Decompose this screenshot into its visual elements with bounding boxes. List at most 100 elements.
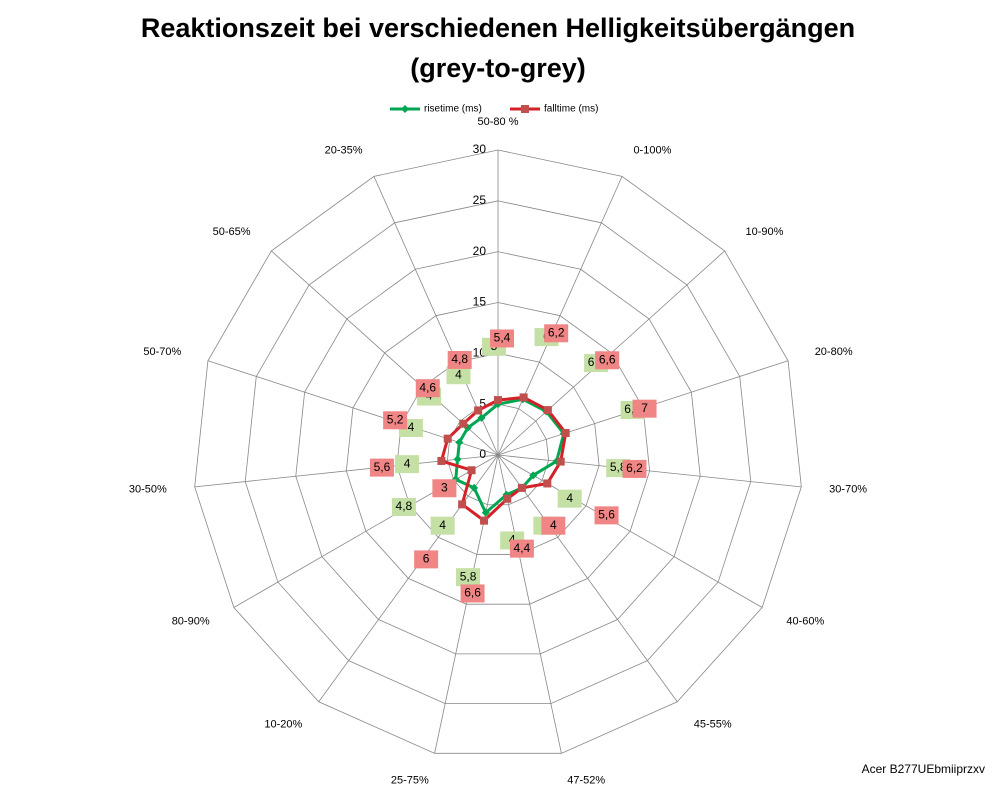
label-box — [447, 350, 472, 369]
category-label: 50-65% — [213, 226, 251, 238]
category-label: 25-75% — [391, 775, 429, 786]
y-tick-label: 5 — [479, 396, 486, 410]
spoke — [497, 454, 678, 702]
category-label: 30-50% — [129, 484, 167, 496]
point — [529, 471, 538, 480]
point — [494, 396, 502, 405]
data-label: 4 — [439, 518, 446, 532]
label-box — [369, 458, 394, 477]
point — [543, 479, 552, 488]
spoke — [497, 454, 763, 608]
spoke — [497, 454, 802, 488]
data-label: 4 — [550, 518, 557, 532]
point — [437, 456, 446, 465]
y-tick-label: 15 — [473, 295, 487, 309]
point — [443, 434, 452, 443]
point — [517, 483, 526, 492]
category-label: 20-80% — [815, 346, 853, 358]
label-box — [544, 324, 569, 343]
point — [503, 494, 512, 503]
spoke — [434, 454, 499, 754]
category-label: 30-70% — [829, 484, 867, 496]
data-label: 4 — [408, 420, 415, 434]
data-label: 5,4 — [494, 331, 511, 345]
y-tick-label: 30 — [473, 142, 487, 156]
data-label: 4 — [566, 491, 573, 505]
label-box — [557, 489, 582, 508]
label-box — [415, 379, 440, 398]
chart-title: (grey-to-grey) — [410, 53, 586, 83]
footnote: Acer B277UEbmiiprzxv — [862, 762, 985, 776]
data-label: 3 — [441, 480, 448, 494]
point — [519, 393, 528, 402]
category-label: 40-60% — [786, 615, 824, 627]
label-box — [509, 539, 534, 558]
data-label: 4,8 — [396, 499, 413, 513]
data-label: 6,6 — [599, 352, 616, 366]
data-label: 5,8 — [460, 569, 477, 583]
category-label: 50-70% — [143, 346, 181, 358]
point — [453, 455, 462, 464]
legend-marker — [401, 105, 409, 113]
legend-label: risetime (ms) — [424, 104, 482, 115]
label-box — [632, 399, 657, 418]
y-tick-label: 20 — [473, 244, 487, 258]
data-label: 4 — [404, 456, 411, 470]
point — [459, 419, 468, 428]
data-label: 4,8 — [451, 352, 468, 366]
category-label: 45-55% — [694, 718, 732, 730]
grid-ring — [345, 302, 651, 605]
label-box — [456, 568, 481, 587]
point — [477, 413, 486, 422]
label-box — [446, 366, 471, 385]
data-label: 6,6 — [464, 586, 481, 600]
data-label: 7 — [641, 401, 648, 415]
point — [458, 500, 467, 509]
label-box — [432, 479, 457, 498]
grid-ring — [295, 251, 701, 655]
spoke — [194, 454, 499, 488]
data-label: 5,6 — [598, 508, 615, 522]
point — [455, 438, 464, 447]
category-label: 0-100% — [633, 145, 671, 157]
data-label: 6,2 — [626, 461, 643, 475]
label-box — [490, 329, 514, 348]
category-label: 10-90% — [745, 226, 783, 238]
category-label: 80-90% — [172, 615, 210, 627]
data-label: 4,4 — [514, 541, 531, 555]
legend-label: falltime (ms) — [544, 104, 598, 115]
data-label: 5,2 — [387, 412, 404, 426]
data-label: 4 — [455, 367, 462, 381]
point — [556, 457, 565, 466]
chart-title: Reaktionszeit bei verschiedenen Helligke… — [141, 13, 855, 43]
label-box — [541, 516, 566, 535]
point — [474, 406, 483, 415]
y-tick-label: 25 — [473, 193, 487, 207]
data-label: 6,2 — [548, 325, 565, 339]
spoke — [318, 454, 499, 702]
label-box — [622, 459, 647, 478]
y-tick-label: 0 — [479, 447, 486, 461]
series-line — [439, 395, 568, 523]
grid-ring — [396, 352, 600, 555]
label-box — [460, 584, 485, 603]
label-box — [383, 411, 408, 430]
legend-marker — [521, 105, 529, 113]
point — [481, 508, 490, 517]
point — [543, 406, 552, 415]
series-line — [454, 397, 566, 516]
grid-ring — [194, 149, 802, 754]
label-box — [594, 506, 619, 525]
label-box — [595, 351, 620, 370]
label-box — [391, 498, 416, 517]
label-box — [395, 455, 420, 474]
category-label: 20-35% — [325, 145, 363, 157]
data-label: 6 — [423, 552, 430, 566]
grid-ring — [244, 200, 752, 705]
spoke — [497, 176, 623, 456]
category-label: 47-52% — [567, 775, 605, 786]
label-box — [414, 550, 439, 569]
data-label: 5,6 — [374, 460, 391, 474]
